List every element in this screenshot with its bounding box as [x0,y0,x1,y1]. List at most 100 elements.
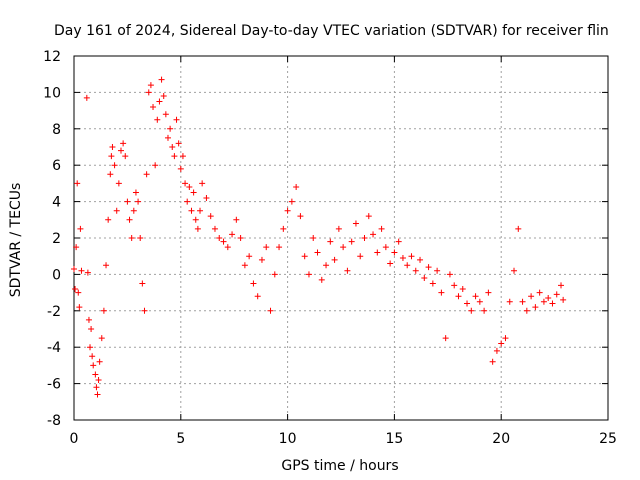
data-point [90,362,97,369]
data-point [241,262,248,269]
data-point [145,89,152,96]
data-point [77,225,84,232]
data-point [523,307,530,314]
data-point [288,198,295,205]
data-point [297,213,304,220]
data-point [357,253,364,260]
y-tick-label: 0 [52,267,61,283]
data-point [391,249,398,256]
data-point [446,271,453,278]
data-point [314,249,321,256]
data-point [305,271,312,278]
x-axis-label: GPS time / hours [281,458,398,474]
data-point [464,300,471,307]
data-point [365,213,372,220]
data-point [327,238,334,245]
data-point [455,293,462,300]
data-series [71,76,567,398]
data-point [122,153,129,160]
data-point [331,256,338,263]
data-point [502,335,509,342]
data-point [344,267,351,274]
data-point [412,267,419,274]
data-point [83,94,90,101]
x-tick-label: 10 [279,431,297,447]
data-point [310,235,317,241]
data-point [74,180,81,187]
data-point [254,293,261,300]
data-point [263,244,270,251]
data-point [158,76,165,83]
data-point [92,371,99,378]
data-point [162,111,169,118]
data-point [171,153,178,160]
data-point [280,225,287,232]
data-point [229,231,236,238]
data-point [293,184,300,191]
data-point [361,235,368,241]
data-point [94,391,101,398]
data-point [197,207,204,214]
data-point [417,256,424,263]
data-point [250,280,257,287]
data-point [348,238,355,245]
data-point [120,140,127,147]
y-tick-label: -8 [47,413,61,429]
data-point [75,289,82,296]
data-point [382,244,389,251]
data-point [224,244,231,251]
data-point [154,116,161,123]
data-point [246,253,253,260]
data-point [258,256,265,263]
data-point [84,269,91,276]
data-point [182,180,189,187]
data-point [485,289,492,296]
data-point [109,144,116,150]
data-point [220,238,227,245]
data-point [113,207,120,214]
data-point [408,253,415,260]
data-point [87,344,94,351]
data-point [532,304,539,311]
data-point [207,213,214,220]
data-point [192,216,199,223]
y-tick-label: 6 [52,158,61,174]
data-point [237,235,244,241]
y-axis-label: SDTVAR / TECUs [8,183,24,298]
data-point [95,376,102,383]
data-point [188,207,195,214]
data-point [160,93,167,100]
data-point [395,238,402,245]
x-tick-label: 20 [492,431,510,447]
data-point [493,347,500,354]
data-point [216,235,223,241]
data-point [528,293,535,300]
data-point [438,289,445,296]
data-point [169,144,176,150]
x-tick-label: 5 [176,431,185,447]
data-point [267,307,274,314]
gridlines [74,56,608,420]
data-point [100,307,107,314]
data-point [179,153,186,160]
data-point [468,307,475,314]
y-tick-label: -2 [47,304,61,320]
data-point [93,384,100,391]
data-point [276,244,283,251]
data-point [387,260,394,267]
data-point [117,147,124,154]
data-point [164,134,171,141]
data-point [553,291,560,298]
data-point [211,225,218,232]
data-point [506,298,513,305]
data-point [515,225,522,232]
x-tick-label: 0 [70,431,79,447]
y-tick-label: 4 [52,195,61,211]
data-point [130,207,137,214]
y-tick-label: -4 [47,340,61,356]
data-point [173,116,180,123]
data-point [88,326,95,332]
data-point [78,267,85,274]
data-point [124,198,131,205]
